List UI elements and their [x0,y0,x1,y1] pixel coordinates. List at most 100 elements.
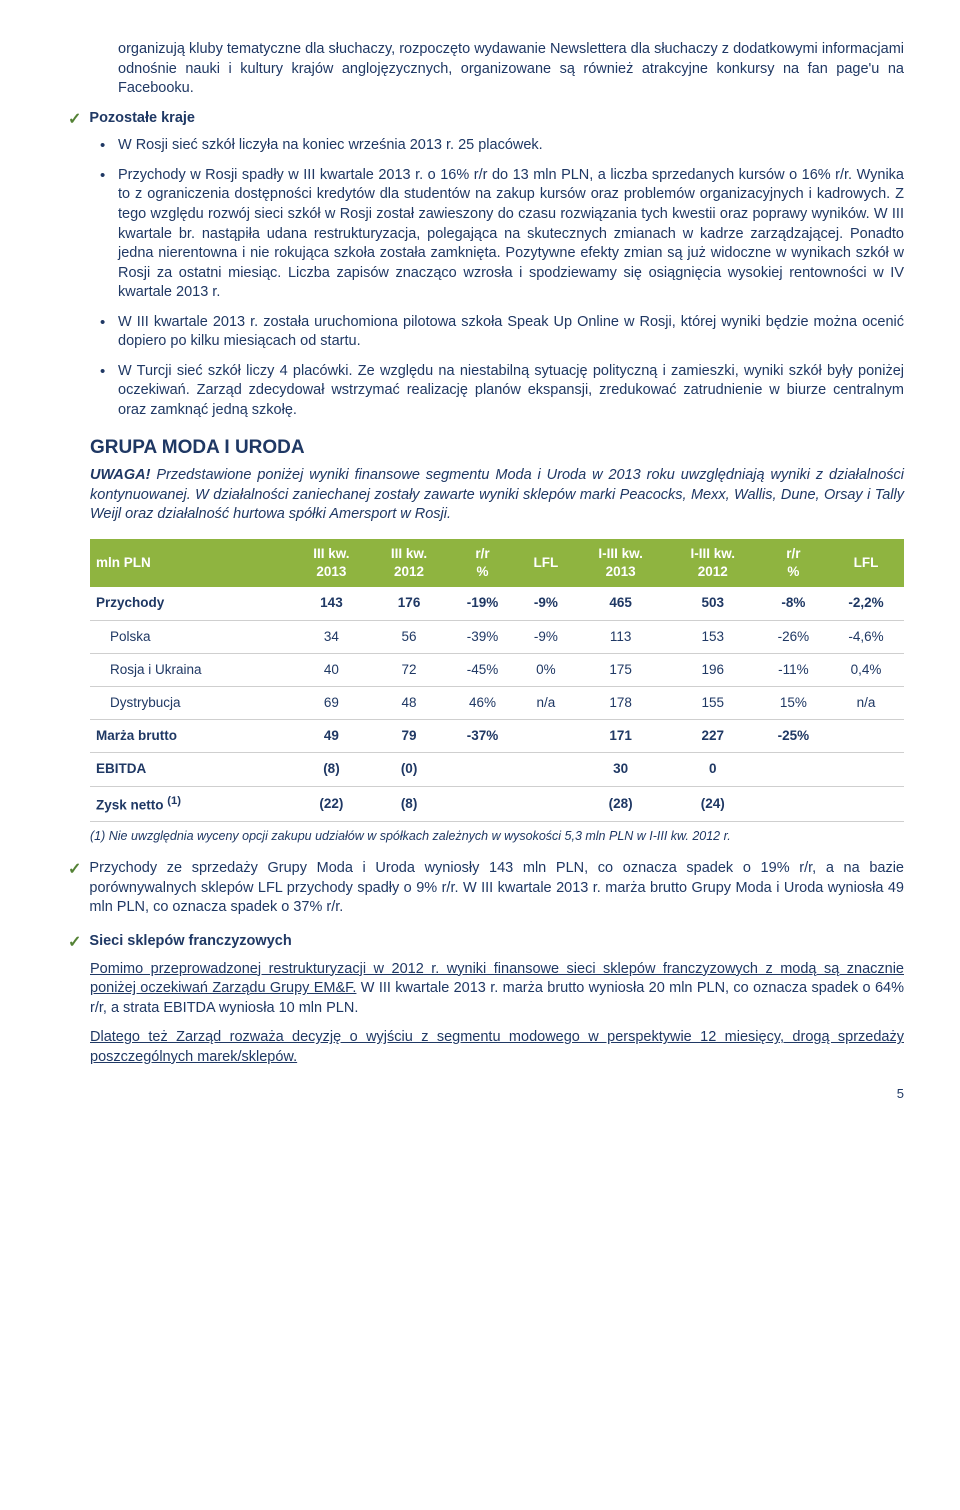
table-cell: -45% [448,653,517,686]
financial-table: mln PLNIII kw.2013III kw.2012r/r%LFLI-II… [90,539,904,822]
table-cell: -25% [759,720,828,753]
table-cell: n/a [828,687,904,720]
section-title: Pozostałe kraje [89,109,195,129]
table-row: Przychody143176-19%-9%465503-8%-2,2% [90,587,904,620]
table-cell: (24) [667,786,759,822]
table-cell: 48 [370,687,448,720]
table-row: Rosja i Ukraina4072-45%0%175196-11%0,4% [90,653,904,686]
table-cell: -9% [517,620,574,653]
table-cell: (8) [293,753,371,786]
table-row: EBITDA(8)(0) 300 [90,753,904,786]
table-cell: -2,2% [828,587,904,620]
table-cell: Przychody [90,587,293,620]
group-heading: GRUPA MODA I URODA [90,435,904,461]
table-cell: -11% [759,653,828,686]
table-cell: Polska [90,620,293,653]
table-cell: 30 [575,753,667,786]
table-cell [828,786,904,822]
section-pozostale: ✓ Pozostałe kraje [90,109,904,131]
page-number: 5 [90,1085,904,1103]
decision-paragraph: Dlatego też Zarząd rozważa decyzję o wyj… [90,1028,904,1067]
list-item: Przychody w Rosji spadły w III kwartale … [118,166,904,303]
table-cell: n/a [517,687,574,720]
table-cell: (28) [575,786,667,822]
table-cell: EBITDA [90,753,293,786]
table-header: r/r% [759,539,828,587]
table-cell: 40 [293,653,371,686]
table-cell [448,753,517,786]
table-cell: 503 [667,587,759,620]
table-cell [517,753,574,786]
table-cell [828,720,904,753]
table-cell [448,786,517,822]
table-cell: 178 [575,687,667,720]
table-cell: -9% [517,587,574,620]
table-cell: 0 [667,753,759,786]
table-cell: 227 [667,720,759,753]
revenue-paragraph: Przychody ze sprzedaży Grupy Moda i Urod… [89,859,904,918]
table-cell: (0) [370,753,448,786]
list-item: W Turcji sieć szkół liczy 4 placówki. Ze… [118,362,904,421]
table-cell: 79 [370,720,448,753]
underlined-text: Dlatego też Zarząd rozważa decyzję o wyj… [90,1029,904,1065]
table-cell [517,786,574,822]
table-cell: Marża brutto [90,720,293,753]
list-item: W III kwartale 2013 r. została uruchomio… [118,313,904,352]
table-cell: -39% [448,620,517,653]
table-cell: 72 [370,653,448,686]
table-cell: 143 [293,587,371,620]
table-cell: 34 [293,620,371,653]
table-cell [759,786,828,822]
table-footnote: (1) Nie uwzględnia wyceny opcji zakupu u… [90,828,904,845]
table-row: Polska3456-39%-9%113153-26%-4,6% [90,620,904,653]
intro-paragraph: organizują kluby tematyczne dla słuchacz… [90,40,904,99]
table-header: LFL [828,539,904,587]
table-cell: 69 [293,687,371,720]
table-cell: 175 [575,653,667,686]
franchise-paragraph: Pomimo przeprowadzonej restrukturyzacji … [90,960,904,1019]
table-header: I-III kw.2013 [575,539,667,587]
table-cell: 49 [293,720,371,753]
table-cell: -4,6% [828,620,904,653]
table-cell [759,753,828,786]
table-cell: 176 [370,587,448,620]
table-row: Marża brutto4979-37% 171227-25% [90,720,904,753]
table-header: LFL [517,539,574,587]
section-sieci: ✓ Sieci sklepów franczyzowych [90,932,904,954]
bullet-list-1: W Rosji sieć szkół liczyła na koniec wrz… [90,136,904,420]
uwaga-label: UWAGA! [90,467,150,483]
table-cell: -19% [448,587,517,620]
table-cell: (8) [370,786,448,822]
table-cell: 46% [448,687,517,720]
table-cell [517,720,574,753]
uwaga-paragraph: UWAGA! Przedstawione poniżej wyniki fina… [90,466,904,525]
table-cell: 153 [667,620,759,653]
table-cell: 465 [575,587,667,620]
table-cell: 0% [517,653,574,686]
table-header: I-III kw.2012 [667,539,759,587]
table-cell: 15% [759,687,828,720]
table-cell: 155 [667,687,759,720]
section-title-2: Sieci sklepów franczyzowych [89,932,291,952]
check-icon: ✓ [68,109,81,131]
table-header: III kw.2012 [370,539,448,587]
table-cell: 0,4% [828,653,904,686]
check-row-przychody: ✓ Przychody ze sprzedaży Grupy Moda i Ur… [90,859,904,928]
table-row: Dystrybucja694846%n/a17815515%n/a [90,687,904,720]
table-cell: Rosja i Ukraina [90,653,293,686]
table-cell: -26% [759,620,828,653]
table-cell: 113 [575,620,667,653]
uwaga-text: Przedstawione poniżej wyniki finansowe s… [90,467,904,522]
check-icon: ✓ [68,932,81,954]
table-cell: 56 [370,620,448,653]
table-row: Zysk netto (1)(22)(8)(28)(24) [90,786,904,822]
table-cell: (22) [293,786,371,822]
table-header: r/r% [448,539,517,587]
table-header: III kw.2013 [293,539,371,587]
table-cell: -37% [448,720,517,753]
table-cell [828,753,904,786]
table-cell: -8% [759,587,828,620]
table-header: mln PLN [90,539,293,587]
table-cell: 171 [575,720,667,753]
table-cell: Dystrybucja [90,687,293,720]
